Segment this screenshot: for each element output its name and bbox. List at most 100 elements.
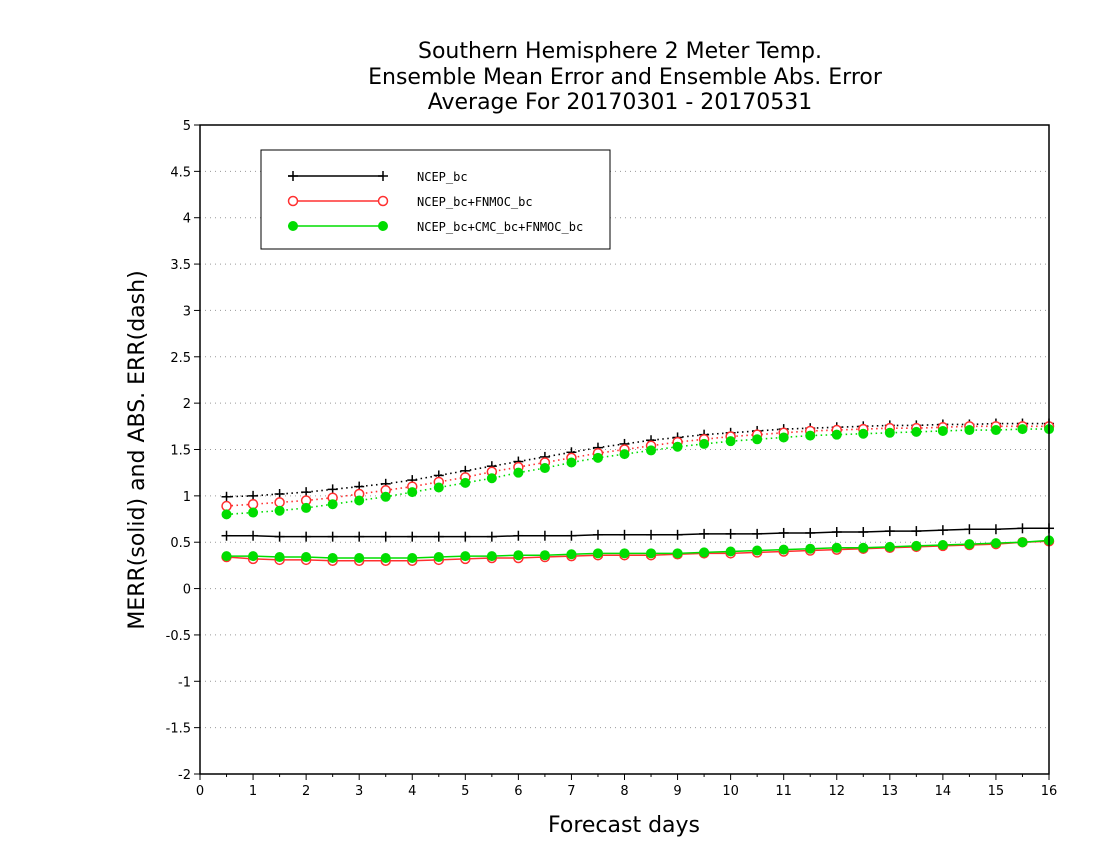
data-point: [433, 482, 444, 493]
legend-marker: [378, 221, 388, 231]
x-tick-label: 6: [514, 784, 522, 799]
data-point: [911, 540, 922, 551]
data-point: [460, 477, 471, 488]
chart-title: Southern Hemisphere 2 Meter Temp. Ensemb…: [368, 39, 883, 115]
data-point: [539, 530, 550, 541]
y-tick-label: 5: [183, 119, 191, 134]
data-point: [911, 526, 922, 537]
series-5: [221, 424, 1054, 520]
y-tick-label: 0.5: [170, 536, 191, 551]
series-layer: [221, 418, 1055, 567]
data-point: [805, 430, 816, 441]
data-point: [486, 531, 497, 542]
data-point: [301, 531, 312, 542]
data-point: [646, 548, 657, 559]
data-point: [380, 491, 391, 502]
series-line: [226, 422, 1049, 498]
data-point: [248, 551, 259, 562]
data-point: [672, 441, 683, 452]
data-point: [247, 498, 259, 510]
x-tick-label: 5: [461, 784, 469, 799]
series-line: [226, 527, 1049, 538]
data-point: [619, 529, 630, 540]
data-point: [248, 507, 259, 518]
data-point: [858, 428, 869, 439]
data-point: [513, 530, 524, 541]
data-point: [354, 552, 365, 563]
data-point: [964, 524, 975, 535]
series-line: [226, 425, 1049, 507]
data-point: [699, 528, 710, 539]
data-point: [646, 445, 657, 456]
data-point: [566, 530, 577, 541]
data-point: [1017, 523, 1028, 534]
x-tick-label: 3: [355, 784, 363, 799]
data-point: [858, 527, 869, 538]
data-point: [407, 552, 418, 563]
data-point: [778, 544, 789, 555]
y-tick-label: -1.5: [166, 722, 191, 737]
data-point: [592, 529, 603, 540]
x-tick-label: 14: [935, 784, 952, 799]
legend: NCEP_bc NCEP_bc+FNMOC_bc NCEP_bc+CMC_bc+FN…: [260, 149, 611, 250]
x-tick-label: 9: [673, 784, 681, 799]
data-point: [354, 531, 365, 542]
chart-title-line-2: Ensemble Mean Error and Ensemble Abs. Er…: [368, 65, 883, 90]
data-point: [937, 425, 948, 436]
data-point: [619, 449, 630, 460]
data-point: [725, 546, 736, 557]
x-tick-label: 15: [988, 784, 1005, 799]
y-tick-label: -1: [178, 675, 191, 690]
data-point: [752, 528, 763, 539]
y-tick-label: -0.5: [166, 629, 191, 644]
data-point: [725, 528, 736, 539]
data-point: [990, 425, 1001, 436]
data-point: [433, 531, 444, 542]
data-point: [274, 552, 285, 563]
x-axis-label: Forecast days: [548, 813, 700, 838]
data-point: [221, 551, 232, 562]
data-point: [221, 500, 232, 512]
data-point: [592, 548, 603, 559]
data-point: [672, 529, 683, 540]
data-point: [858, 542, 869, 553]
y-tick-label: 3: [183, 304, 191, 319]
data-point: [884, 427, 895, 438]
data-point: [539, 463, 550, 474]
legend-marker: [287, 195, 299, 207]
data-point: [937, 525, 948, 536]
chart-title-line-1: Southern Hemisphere 2 Meter Temp.: [418, 39, 822, 64]
data-point: [699, 438, 710, 449]
y-axis-label: MERR(solid) and ABS. ERR(dash): [125, 270, 150, 629]
data-point: [805, 527, 816, 538]
data-point: [539, 550, 550, 561]
data-point: [486, 473, 497, 484]
series-1: [221, 536, 1055, 567]
y-tick-label: 3.5: [170, 258, 191, 273]
data-point: [752, 434, 763, 445]
x-tick-label: 8: [620, 784, 628, 799]
y-tick-label: 1: [183, 490, 191, 505]
data-point: [460, 551, 471, 562]
x-tick-label: 12: [828, 784, 845, 799]
x-tick-label: 4: [408, 784, 416, 799]
x-tick-label: 10: [722, 784, 739, 799]
data-point: [805, 543, 816, 554]
data-point: [752, 545, 763, 556]
data-point: [566, 457, 577, 468]
legend-label: NCEP_bc+FNMOC_bc: [417, 195, 533, 209]
data-point: [884, 541, 895, 552]
data-point: [407, 531, 418, 542]
data-point: [327, 552, 338, 563]
data-point: [619, 548, 630, 559]
series-4: [221, 421, 1055, 512]
x-tick-label: 7: [567, 784, 575, 799]
data-point: [460, 531, 471, 542]
data-point: [301, 502, 312, 513]
data-point: [937, 539, 948, 550]
data-point: [699, 547, 710, 558]
y-tick-label: 4: [183, 212, 191, 227]
data-point: [380, 531, 391, 542]
data-point: [513, 550, 524, 561]
